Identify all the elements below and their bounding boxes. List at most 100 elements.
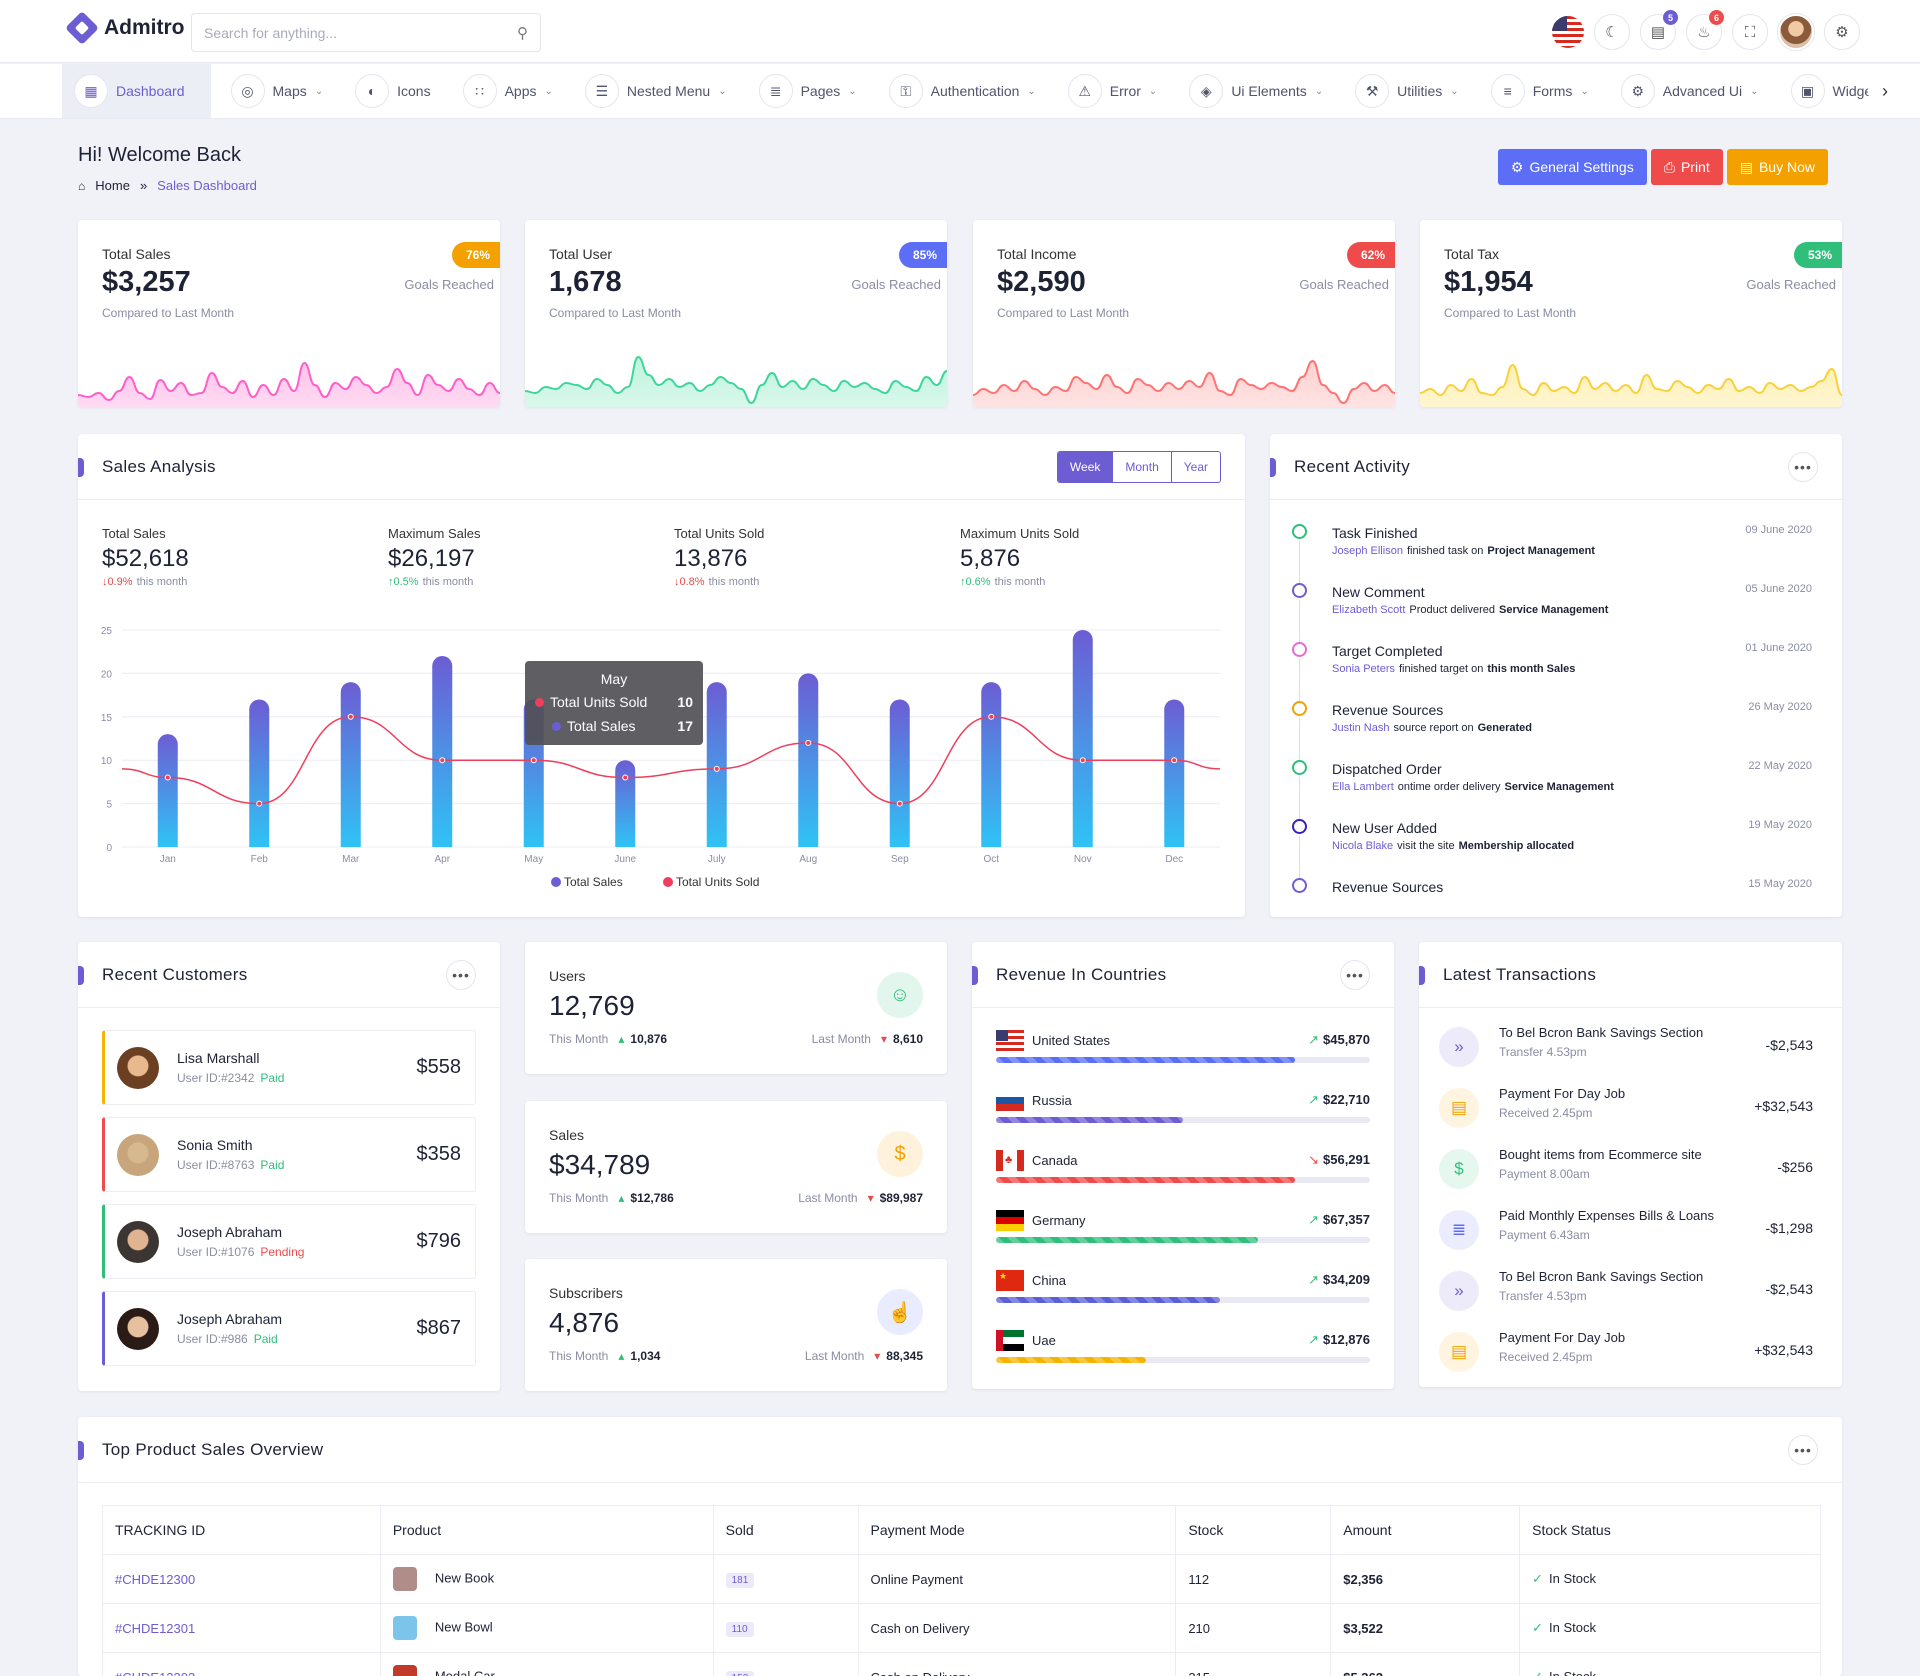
activity-user-link[interactable]: Nicola Blake bbox=[1332, 840, 1394, 852]
country-row[interactable]: Uae ↗ $12,876 bbox=[996, 1330, 1370, 1389]
nav-item-icons[interactable]: ◐ Icons bbox=[343, 64, 442, 118]
top-product-sales-menu-icon[interactable]: ••• bbox=[1788, 1435, 1818, 1465]
nav-item-pages[interactable]: ≣ Pages ⌄ bbox=[747, 64, 869, 118]
transaction-row[interactable]: ▤ Payment For Day Job Received 2.45pm +$32,5… bbox=[1439, 1085, 1813, 1146]
customer-row[interactable]: Sonia Smith User ID:#8763 Paid $358 bbox=[102, 1117, 476, 1192]
nav-item-error[interactable]: ⚠ Error ⌄ bbox=[1056, 64, 1170, 118]
nav-scroll-right-icon[interactable]: › bbox=[1868, 74, 1902, 108]
revenue-countries-menu-icon[interactable]: ••• bbox=[1340, 960, 1370, 990]
activity-item[interactable]: Dispatched Order Ella Lambert ontime order… bbox=[1292, 760, 1812, 819]
activity-item[interactable]: New User Added Nicola Blake visit the site… bbox=[1292, 819, 1812, 878]
tooltip-sales-label: Total Sales bbox=[567, 718, 636, 734]
buy-now-button[interactable]: ▤ Buy Now bbox=[1726, 149, 1828, 185]
activity-target: Service Management bbox=[1498, 604, 1609, 616]
activity-item[interactable]: Revenue Sources 15 May 2020 bbox=[1292, 878, 1812, 914]
settings-gear-icon[interactable]: ⚙ bbox=[1824, 14, 1860, 50]
customer-row[interactable]: Lisa Marshall User ID:#2342 Paid $558 bbox=[102, 1030, 476, 1105]
transaction-row[interactable]: » To Bel Bcron Bank Savings Section Transfe… bbox=[1439, 1024, 1813, 1085]
transaction-row[interactable]: $ Bought items from Ecommerce site Payment … bbox=[1439, 1146, 1813, 1207]
brand-logo[interactable]: Admitro bbox=[65, 11, 185, 45]
activity-item[interactable]: Task Finished Joseph Ellison finished task… bbox=[1292, 524, 1812, 583]
print-button[interactable]: ⎙ Print bbox=[1650, 149, 1723, 185]
customer-row[interactable]: Joseph Abraham User ID:#986 Paid $867 bbox=[102, 1291, 476, 1366]
nav-item-maps[interactable]: ◎ Maps ⌄ bbox=[219, 64, 336, 118]
nav-item-utilities[interactable]: ⚒ Utilities ⌄ bbox=[1343, 64, 1471, 118]
column-header[interactable]: Stock Status bbox=[1519, 1505, 1821, 1555]
activity-user-link[interactable]: Sonia Peters bbox=[1332, 663, 1395, 675]
nav-item-apps[interactable]: ∷ Apps ⌄ bbox=[451, 64, 565, 118]
transaction-row[interactable]: ▤ Payment For Day Job Received 2.45pm +$32,5… bbox=[1439, 1329, 1813, 1387]
sparkline-area bbox=[1420, 365, 1842, 407]
transaction-row[interactable]: » To Bel Bcron Bank Savings Section Transfe… bbox=[1439, 1268, 1813, 1329]
activity-item[interactable]: Target Completed Sonia Peters finished tar… bbox=[1292, 642, 1812, 701]
nav-item-ui-elements[interactable]: ◈ Ui Elements ⌄ bbox=[1177, 64, 1335, 118]
transaction-amount: -$2,543 bbox=[1765, 1281, 1813, 1297]
language-flag-icon[interactable] bbox=[1552, 16, 1584, 48]
country-row[interactable]: Germany ↗ $67,357 bbox=[996, 1210, 1370, 1270]
column-header[interactable]: Amount bbox=[1330, 1505, 1521, 1555]
stat-label: Total Tax bbox=[1444, 246, 1499, 262]
period-week-button[interactable]: Week bbox=[1057, 452, 1113, 482]
activity-item[interactable]: Revenue Sources Justin Nash source report … bbox=[1292, 701, 1812, 760]
country-row[interactable]: Russia ↗ $22,710 bbox=[996, 1090, 1370, 1150]
tracking-id-link[interactable]: #CHDE12301 bbox=[115, 1620, 196, 1636]
bar-nov bbox=[1072, 630, 1093, 847]
column-header[interactable]: Payment Mode bbox=[857, 1505, 1177, 1555]
search-input[interactable] bbox=[204, 24, 517, 41]
legend-label: Total Units Sold bbox=[676, 875, 759, 889]
chevron-down-icon: ⌄ bbox=[544, 85, 553, 97]
nav-item-authentication[interactable]: ⚿ Authentication ⌄ bbox=[877, 64, 1048, 118]
customer-row[interactable]: Joseph Abraham User ID:#1076 Pending $796 bbox=[102, 1204, 476, 1279]
country-row[interactable]: ♣ Canada ↘ $56,291 bbox=[996, 1150, 1370, 1210]
breadcrumb-home[interactable]: Home bbox=[95, 178, 130, 193]
search-icon[interactable]: ⚲ bbox=[517, 24, 528, 42]
table-row[interactable]: #CHDE12302 Modal Car 153 Cash on Delivery21… bbox=[102, 1652, 1821, 1676]
column-header[interactable]: Product bbox=[379, 1505, 714, 1555]
activity-item[interactable]: New Comment Elizabeth Scott Product delive… bbox=[1292, 583, 1812, 642]
customer-id-line: User ID:#1076 Pending bbox=[177, 1245, 304, 1259]
kpi-total-units-sold: Total Units Sold 13,876 ↓0.8% this month bbox=[674, 526, 764, 588]
x-tick-label: Feb bbox=[251, 854, 269, 865]
table-row[interactable]: #CHDE12300 New Book 181 Online Payment 112 $2… bbox=[102, 1554, 1821, 1604]
nav-item-nested-menu[interactable]: ☰ Nested Menu ⌄ bbox=[573, 64, 739, 118]
activity-user-link[interactable]: Justin Nash bbox=[1332, 722, 1390, 734]
country-row[interactable]: United States ↗ $45,870 bbox=[996, 1030, 1370, 1090]
user-avatar[interactable] bbox=[1778, 14, 1814, 50]
notification-bell-icon[interactable]: ♨ 6 bbox=[1686, 10, 1724, 50]
transaction-row[interactable]: ≣ Paid Monthly Expenses Bills & Loans Payme… bbox=[1439, 1207, 1813, 1268]
activity-user-link[interactable]: Ella Lambert bbox=[1332, 781, 1394, 793]
column-header[interactable]: Stock bbox=[1175, 1505, 1332, 1555]
period-month-button[interactable]: Month bbox=[1112, 452, 1170, 482]
activity-user-link[interactable]: Elizabeth Scott bbox=[1332, 604, 1406, 616]
transaction-title-bold: Ecommerce site bbox=[1608, 1147, 1702, 1162]
activity-date: 01 June 2020 bbox=[1745, 642, 1812, 654]
tracking-id-link[interactable]: #CHDE12302 bbox=[115, 1670, 195, 1676]
country-row[interactable]: ★ China ↗ $34,209 bbox=[996, 1270, 1370, 1330]
period-year-button[interactable]: Year bbox=[1170, 452, 1220, 482]
stock-status-cell: ✓ In Stock bbox=[1519, 1603, 1821, 1653]
nav-item-dashboard[interactable]: ▦ Dashboard bbox=[62, 64, 211, 118]
activity-user-link[interactable]: Joseph Ellison bbox=[1332, 545, 1403, 557]
table-row[interactable]: #CHDE12301 New Bowl 110 Cash on Delivery 210… bbox=[102, 1603, 1821, 1653]
recent-activity-menu-icon[interactable]: ••• bbox=[1788, 452, 1818, 482]
general-settings-button[interactable]: ⚙ General Settings bbox=[1497, 149, 1647, 185]
country-name: China bbox=[1032, 1273, 1066, 1288]
activity-target: Membership allocated bbox=[1458, 840, 1575, 852]
arrow-down-icon: ↓ bbox=[102, 576, 108, 588]
recent-customers-menu-icon[interactable]: ••• bbox=[446, 960, 476, 990]
nav-item-widgets[interactable]: ▣ Widgets bbox=[1779, 64, 1896, 118]
tracking-id-link[interactable]: #CHDE12300 bbox=[115, 1571, 196, 1587]
column-header[interactable]: Sold bbox=[712, 1505, 859, 1555]
column-header[interactable]: TRACKING ID bbox=[102, 1505, 381, 1555]
fullscreen-icon[interactable]: ⛶ bbox=[1732, 14, 1768, 50]
recent-customers-card: Recent Customers ••• Lisa Marshall User I… bbox=[78, 942, 500, 1391]
nav-item-forms[interactable]: ≡ Forms ⌄ bbox=[1479, 64, 1601, 118]
nav-item-label: Apps bbox=[504, 83, 537, 99]
sparkline-line bbox=[525, 355, 947, 405]
goal-percent-badge: 85% bbox=[898, 242, 947, 268]
activity-description: Justin Nash source report on Generated bbox=[1332, 722, 1532, 734]
dark-mode-moon-icon[interactable]: ☾ bbox=[1594, 14, 1630, 50]
cart-icon[interactable]: ▤ 5 bbox=[1640, 10, 1678, 50]
x-tick-label: Apr bbox=[434, 854, 450, 865]
nav-item-advanced-ui[interactable]: ⚙ Advanced Ui ⌄ bbox=[1609, 64, 1771, 118]
